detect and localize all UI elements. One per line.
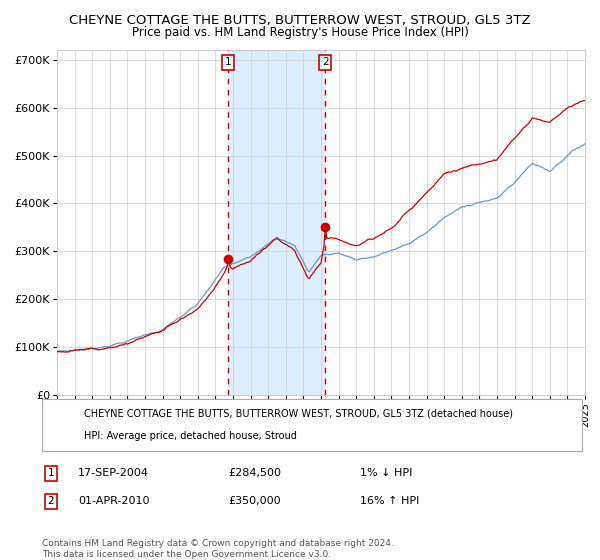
Text: £284,500: £284,500 [228,468,281,478]
Text: 01-APR-2010: 01-APR-2010 [78,496,149,506]
Text: 16% ↑ HPI: 16% ↑ HPI [360,496,419,506]
Text: CHEYNE COTTAGE THE BUTTS, BUTTERROW WEST, STROUD, GL5 3TZ: CHEYNE COTTAGE THE BUTTS, BUTTERROW WEST… [69,14,531,27]
Text: 2: 2 [47,496,55,506]
Text: 17-SEP-2004: 17-SEP-2004 [78,468,149,478]
Text: Contains HM Land Registry data © Crown copyright and database right 2024.
This d: Contains HM Land Registry data © Crown c… [42,539,394,559]
Text: CHEYNE COTTAGE THE BUTTS, BUTTERROW WEST, STROUD, GL5 3TZ (detached house): CHEYNE COTTAGE THE BUTTS, BUTTERROW WEST… [84,408,513,418]
Text: 1: 1 [225,58,232,67]
Text: HPI: Average price, detached house, Stroud: HPI: Average price, detached house, Stro… [84,431,297,441]
Text: 2: 2 [322,58,329,67]
Text: £350,000: £350,000 [228,496,281,506]
Text: 1: 1 [47,468,55,478]
Text: 1% ↓ HPI: 1% ↓ HPI [360,468,412,478]
Text: Price paid vs. HM Land Registry's House Price Index (HPI): Price paid vs. HM Land Registry's House … [131,26,469,39]
Bar [228,50,325,395]
